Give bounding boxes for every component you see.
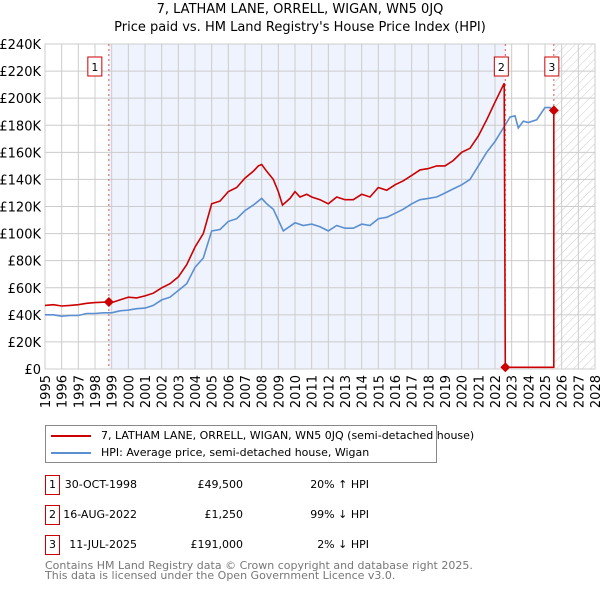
y-tick-label: £240K <box>0 38 41 53</box>
x-tick-label: 2028 <box>589 375 600 408</box>
x-tick-label: 2008 <box>256 375 271 408</box>
x-tick-label: 2001 <box>139 375 154 408</box>
date: 16-AUG-2022 <box>63 508 137 521</box>
annotation-box <box>87 56 103 77</box>
marker-badge: 3 <box>45 535 60 555</box>
x-tick-label: 2005 <box>206 375 221 408</box>
chart-subtitle: Price paid vs. HM Land Registry's House … <box>114 20 486 35</box>
y-tick-label: £180K <box>0 119 41 134</box>
x-tick-label: 2025 <box>539 375 554 408</box>
sale-point <box>500 362 511 373</box>
y-tick-label: £220K <box>0 65 41 80</box>
x-tick-label: 2009 <box>272 375 287 408</box>
series-line <box>44 82 555 369</box>
y-tick-label: £160K <box>0 146 41 161</box>
annotation-box <box>493 56 509 77</box>
x-tick-label: 2017 <box>406 375 421 408</box>
x-tick-label: 2016 <box>389 375 404 408</box>
sale-point <box>548 105 559 116</box>
y-tick-label: £140K <box>0 173 41 188</box>
x-tick-label: 2007 <box>239 375 254 408</box>
x-tick-label: 2011 <box>306 375 321 408</box>
transaction-row: 2 16-AUG-2022 £1,250 99% ↓ HPI <box>45 505 465 527</box>
footer: Contains HM Land Registry data © Crown c… <box>45 559 473 582</box>
x-tick-label: 2002 <box>156 375 171 408</box>
y-tick-label: £200K <box>0 92 41 107</box>
price: £191,000 <box>190 538 244 551</box>
x-tick-label: 2026 <box>556 375 571 408</box>
x-tick-label: 2021 <box>472 375 487 408</box>
y-tick-label: £0 <box>24 363 41 378</box>
x-tick-label: 2022 <box>489 375 504 408</box>
legend-label: HPI: Average price, semi-detached house,… <box>101 446 370 459</box>
x-tick-label: 2027 <box>572 375 587 408</box>
legend: 7, LATHAM LANE, ORRELL, WIGAN, WN5 0JQ (… <box>45 425 474 463</box>
annotation-label: 1 <box>91 61 98 74</box>
legend-label: 7, LATHAM LANE, ORRELL, WIGAN, WN5 0JQ (… <box>101 429 475 442</box>
plot-area: £0 £20K £40K £60K £80K £100K £120K £140K £160K £1… <box>0 38 600 408</box>
x-tick-label: 2020 <box>456 375 471 408</box>
x-tick-label: 1998 <box>89 375 104 408</box>
x-tick-label: 2014 <box>356 375 371 408</box>
x-tick-label: 1997 <box>72 375 87 408</box>
x-tick-label: 2003 <box>172 375 187 408</box>
date: 30-OCT-1998 <box>64 478 137 491</box>
annotation-box <box>544 56 560 77</box>
x-tick-label: 2019 <box>439 375 454 408</box>
series-line <box>45 106 555 318</box>
x-tick-label: 1999 <box>106 375 121 408</box>
marker-badge: 1 <box>45 475 60 495</box>
x-tick-label: 2004 <box>189 375 204 408</box>
y-tick-label: £100K <box>0 228 41 243</box>
footer-line: Contains HM Land Registry data © Crown c… <box>45 559 473 572</box>
hpi-diff: 20% ↑ HPI <box>310 478 369 491</box>
transaction-row: 3 11-JUL-2025 £191,000 2% ↓ HPI <box>45 535 465 557</box>
date: 11-JUL-2025 <box>69 538 137 551</box>
x-tick-label: 1995 <box>39 375 54 408</box>
x-tick-label: 1996 <box>56 375 71 408</box>
x-tick-label: 2013 <box>339 375 354 408</box>
chart-title: 7, LATHAM LANE, ORRELL, WIGAN, WN5 0JQ <box>156 2 444 17</box>
y-tick-label: £120K <box>0 201 41 216</box>
x-tick-label: 2006 <box>222 375 237 408</box>
y-tick-label: £80K <box>8 255 42 270</box>
price: £1,250 <box>204 508 244 521</box>
x-tick-label: 2015 <box>372 375 387 408</box>
y-tick-label: £60K <box>8 282 42 297</box>
price: £49,500 <box>197 478 244 491</box>
x-tick-label: 2012 <box>322 375 337 408</box>
transaction-row: 1 30-OCT-1998 £49,500 20% ↑ HPI <box>45 475 465 497</box>
hpi-diff: 2% ↓ HPI <box>317 538 369 551</box>
x-tick-label: 2000 <box>122 375 137 408</box>
x-tick-label: 2010 <box>289 375 304 408</box>
sale-point <box>103 296 114 307</box>
plot-border <box>44 43 596 370</box>
x-tick-label: 2023 <box>506 375 521 408</box>
annotation-label: 2 <box>498 61 505 74</box>
marker-badge: 2 <box>45 505 60 525</box>
y-tick-label: £20K <box>8 336 42 351</box>
annotation-label: 3 <box>548 61 555 74</box>
hpi-diff: 99% ↓ HPI <box>310 508 369 521</box>
footer-line: This data is licensed under the Open Gov… <box>45 569 396 582</box>
x-tick-label: 2018 <box>422 375 437 408</box>
x-tick-label: 2024 <box>522 375 537 408</box>
y-tick-label: £40K <box>8 309 42 324</box>
